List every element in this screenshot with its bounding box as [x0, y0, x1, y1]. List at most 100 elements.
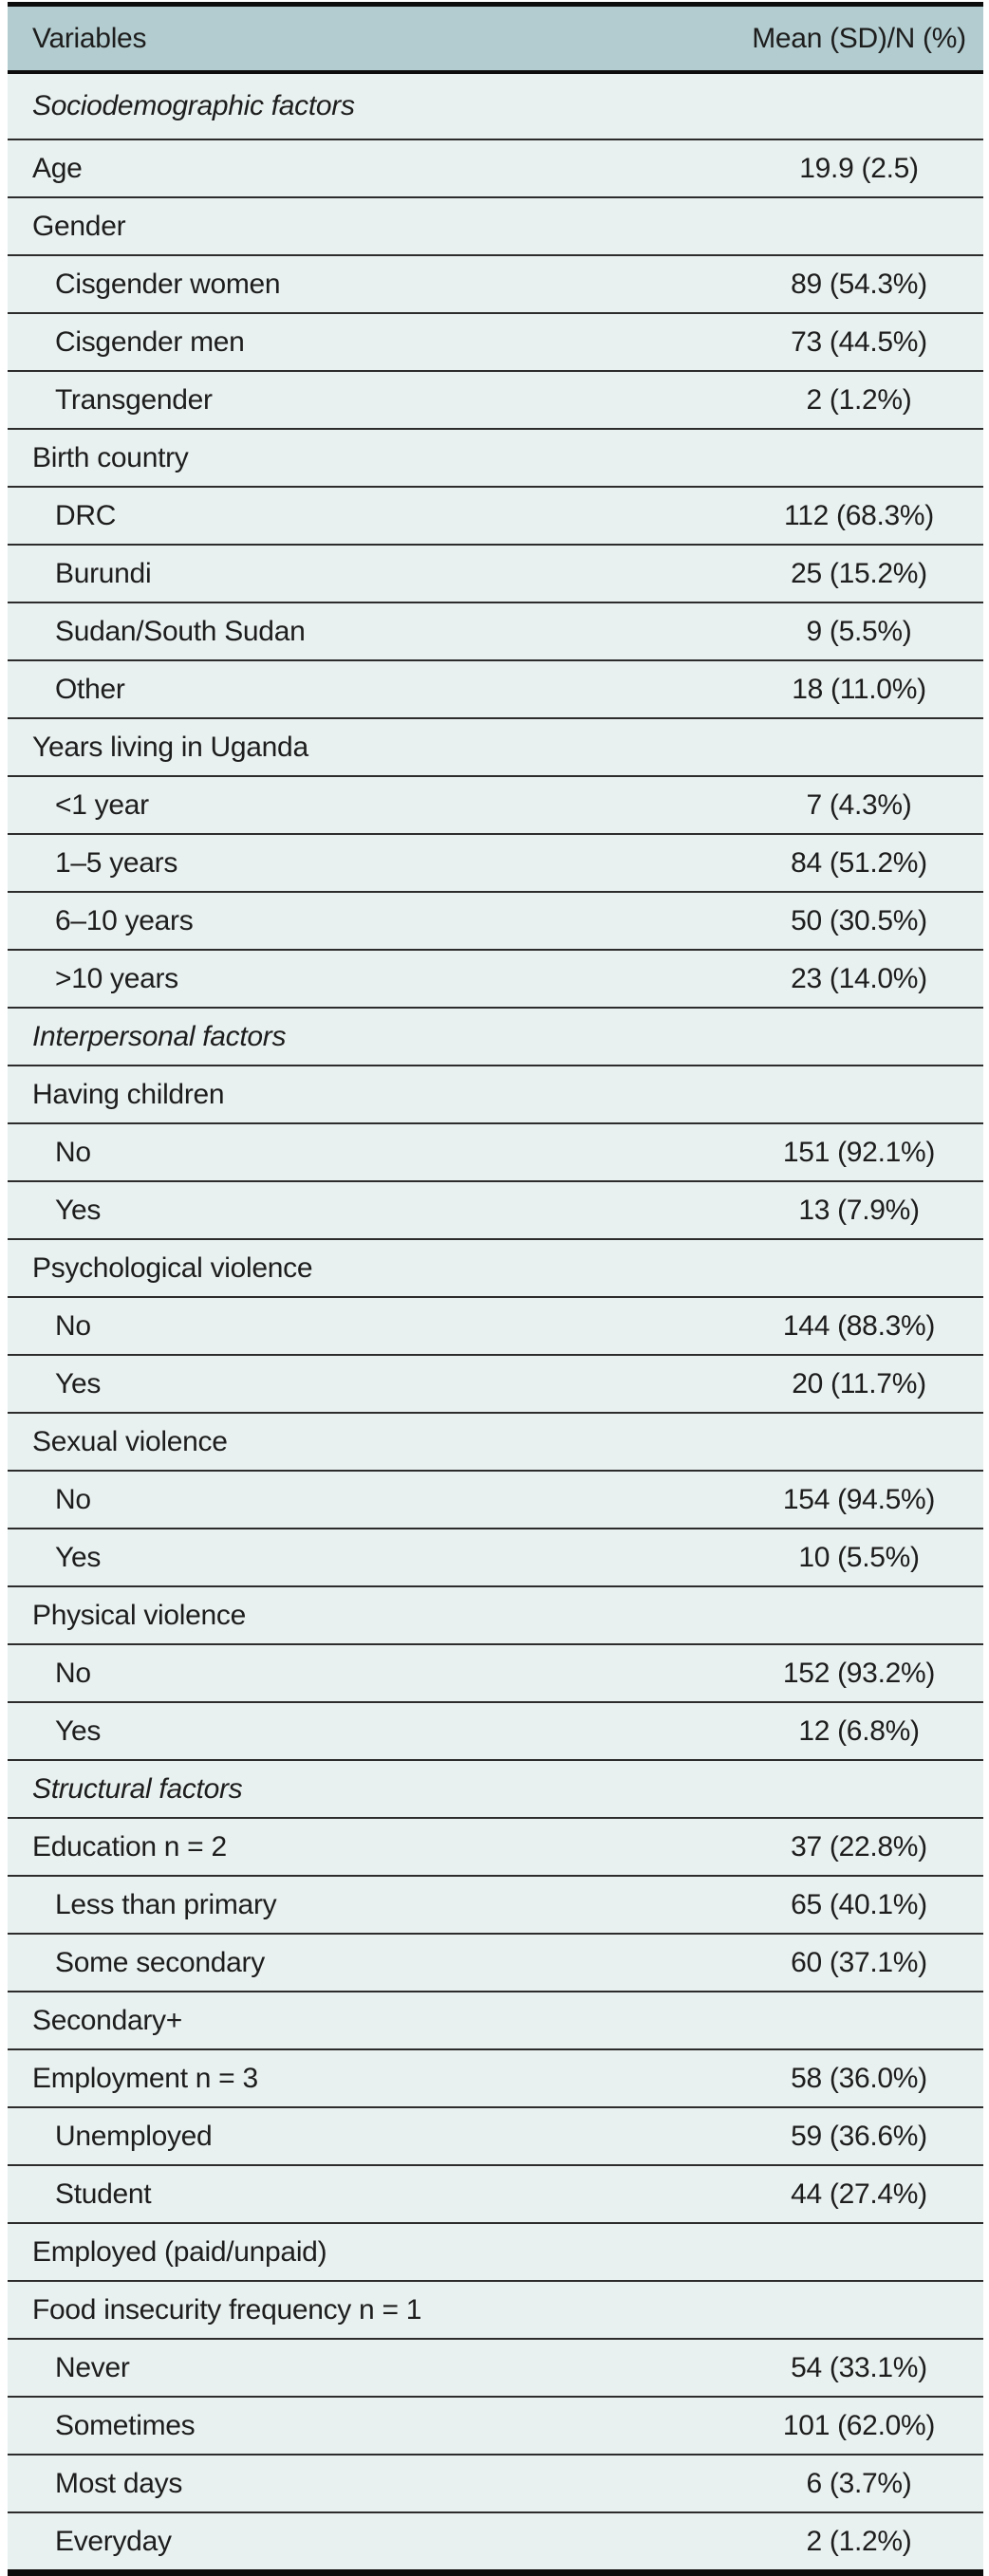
value-cell: 12 (6.8%): [735, 1701, 983, 1760]
table-row: Most days 6 (3.7%): [8, 2454, 983, 2512]
table-row: Employed (paid/unpaid): [8, 2222, 983, 2281]
variable-cell: Cisgender women: [8, 254, 735, 313]
variable-cell: Psychological violence: [8, 1238, 735, 1297]
table-row: Never 54 (33.1%): [8, 2338, 983, 2397]
value-cell: 25 (15.2%): [735, 544, 983, 602]
table-row: Yes 20 (11.7%): [8, 1354, 983, 1413]
variable-cell: Some secondary: [8, 1933, 735, 1992]
variable-cell: Age: [8, 139, 735, 197]
table-row: Cisgender men 73 (44.5%): [8, 312, 983, 371]
header-row: Variables Mean (SD)/N (%): [8, 7, 983, 74]
variable-cell: Yes: [8, 1354, 735, 1413]
variable-cell: Other: [8, 659, 735, 718]
value-cell: [735, 1007, 983, 1066]
table-row: Structural factors: [8, 1759, 983, 1818]
value-cell: [735, 196, 983, 255]
value-cell: [735, 1991, 983, 2049]
value-cell: [735, 717, 983, 776]
variable-cell: No: [8, 1470, 735, 1529]
value-cell: 154 (94.5%): [735, 1470, 983, 1529]
variable-cell: Transgender: [8, 370, 735, 429]
variable-cell: Burundi: [8, 544, 735, 602]
value-cell: [735, 1412, 983, 1471]
table-row: 1–5 years 84 (51.2%): [8, 833, 983, 892]
value-cell: 7 (4.3%): [735, 775, 983, 834]
table-row: Transgender 2 (1.2%): [8, 370, 983, 429]
table-row: Sexual violence: [8, 1412, 983, 1471]
value-cell: 101 (62.0%): [735, 2396, 983, 2455]
table-row: Education n = 2 37 (22.8%): [8, 1817, 983, 1876]
table-row: No 152 (93.2%): [8, 1643, 983, 1702]
value-cell: 23 (14.0%): [735, 949, 983, 1008]
value-cell: 151 (92.1%): [735, 1122, 983, 1181]
table-row: No 151 (92.1%): [8, 1122, 983, 1181]
value-cell: 50 (30.5%): [735, 891, 983, 950]
table-row: Gender: [8, 196, 983, 255]
variable-cell: Less than primary: [8, 1875, 735, 1934]
value-cell: 112 (68.3%): [735, 486, 983, 545]
variable-cell: <1 year: [8, 775, 735, 834]
table-row: DRC 112 (68.3%): [8, 486, 983, 545]
table-row: Some secondary 60 (37.1%): [8, 1933, 983, 1992]
variable-cell: Unemployed: [8, 2106, 735, 2165]
table-row: Employment n = 3 58 (36.0%): [8, 2048, 983, 2107]
table-row: Student 44 (27.4%): [8, 2164, 983, 2223]
variable-cell: Yes: [8, 1528, 735, 1586]
variable-cell: Interpersonal factors: [8, 1007, 735, 1066]
table-row: Yes 10 (5.5%): [8, 1528, 983, 1586]
variable-cell: Everyday: [8, 2511, 735, 2569]
variable-cell: Employed (paid/unpaid): [8, 2222, 735, 2281]
value-cell: [735, 428, 983, 487]
value-cell: [735, 1238, 983, 1297]
value-cell: 84 (51.2%): [735, 833, 983, 892]
table-row: Having children: [8, 1065, 983, 1123]
value-cell: 73 (44.5%): [735, 312, 983, 371]
table-row: Secondary+: [8, 1991, 983, 2049]
variable-cell: Sexual violence: [8, 1412, 735, 1471]
variable-cell: Physical violence: [8, 1585, 735, 1644]
variable-cell: Sudan/South Sudan: [8, 602, 735, 660]
table-row: Everyday 2 (1.2%): [8, 2511, 983, 2569]
table-row: Sociodemographic factors: [8, 72, 983, 139]
value-cell: 144 (88.3%): [735, 1296, 983, 1355]
variable-cell: Sometimes: [8, 2396, 735, 2455]
data-table: Variables Mean (SD)/N (%) Sociodemograph…: [8, 7, 983, 2569]
value-cell: 152 (93.2%): [735, 1643, 983, 1702]
table-row: <1 year 7 (4.3%): [8, 775, 983, 834]
variable-cell: Sociodemographic factors: [8, 72, 735, 139]
variable-cell: Education n = 2: [8, 1817, 735, 1876]
variable-cell: Employment n = 3: [8, 2048, 735, 2107]
table-row: Cisgender women 89 (54.3%): [8, 254, 983, 313]
table-row: Unemployed 59 (36.6%): [8, 2106, 983, 2165]
value-cell: 2 (1.2%): [735, 2511, 983, 2569]
value-cell: [735, 2222, 983, 2281]
table-row: Food insecurity frequency n = 1: [8, 2280, 983, 2339]
value-cell: 2 (1.2%): [735, 370, 983, 429]
value-cell: 10 (5.5%): [735, 1528, 983, 1586]
value-cell: [735, 1585, 983, 1644]
variable-cell: DRC: [8, 486, 735, 545]
table-head: Variables Mean (SD)/N (%): [8, 7, 983, 74]
table-row: Sudan/South Sudan 9 (5.5%): [8, 602, 983, 660]
table-row: Yes 12 (6.8%): [8, 1701, 983, 1760]
variable-cell: Structural factors: [8, 1759, 735, 1818]
variable-cell: Yes: [8, 1701, 735, 1760]
value-cell: 54 (33.1%): [735, 2338, 983, 2397]
value-cell: 37 (22.8%): [735, 1817, 983, 1876]
value-cell: [735, 72, 983, 139]
variable-cell: Secondary+: [8, 1991, 735, 2049]
table-row: >10 years 23 (14.0%): [8, 949, 983, 1008]
variable-cell: Food insecurity frequency n = 1: [8, 2280, 735, 2339]
variable-cell: Having children: [8, 1065, 735, 1123]
variable-cell: No: [8, 1296, 735, 1355]
variable-cell: No: [8, 1122, 735, 1181]
value-cell: 60 (37.1%): [735, 1933, 983, 1992]
table-row: Other 18 (11.0%): [8, 659, 983, 718]
value-cell: 59 (36.6%): [735, 2106, 983, 2165]
table-row: No 154 (94.5%): [8, 1470, 983, 1529]
table-row: Less than primary 65 (40.1%): [8, 1875, 983, 1934]
table-row: Interpersonal factors: [8, 1007, 983, 1066]
variable-cell: 1–5 years: [8, 833, 735, 892]
variable-cell: Cisgender men: [8, 312, 735, 371]
variable-cell: Most days: [8, 2454, 735, 2512]
